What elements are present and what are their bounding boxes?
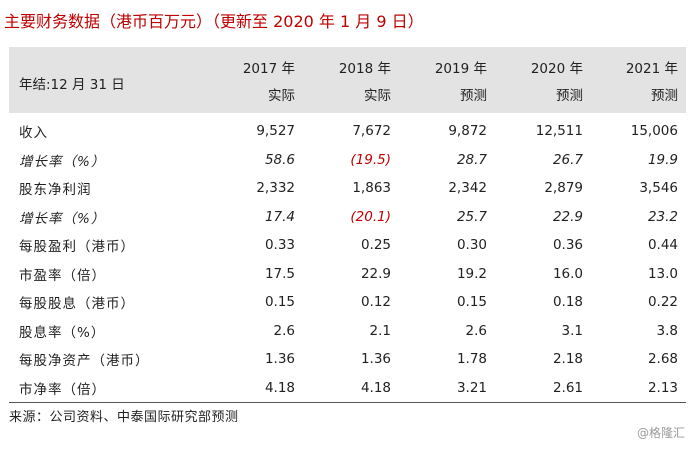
cell-value: 2.13: [591, 373, 686, 403]
header-year: 2019 年: [434, 61, 487, 77]
cell-value: 2,342: [448, 180, 487, 197]
header-year: 2020 年: [530, 61, 583, 77]
cell-value: 0.30: [456, 237, 487, 254]
financial-table: 年结:12 月 31 日 2017 年 2018 年 2019 年 2020 年…: [9, 47, 686, 403]
header-type: 预测: [651, 88, 678, 104]
header-type: 预测: [556, 88, 583, 104]
row-label: 增长率（%）: [19, 210, 106, 227]
table-row-dps: 每股股息（港币） 0.15 0.12 0.15 0.18 0.22: [9, 288, 686, 317]
cell-value: 23.2: [647, 208, 678, 225]
cell-value: 2.1: [369, 322, 391, 339]
cell-value: 2,332: [256, 180, 295, 197]
cell-value: 0.15: [264, 294, 295, 311]
table-row-eps: 每股盈利（港币） 0.33 0.25 0.30 0.36 0.44: [9, 231, 686, 260]
cell-value: 15,006: [630, 123, 678, 140]
cell-value: 2.18: [552, 351, 583, 368]
cell-value: 1,863: [352, 180, 391, 197]
table-row-dividend-yield: 股息率（%） 2.6 2.1 2.6 3.1 3.8: [9, 317, 686, 346]
cell-value: 17.5: [264, 265, 295, 282]
row-label: 市净率（倍）: [9, 373, 216, 403]
table-row-bvps: 每股净资产（港币） 1.36 1.36 1.78 2.18 2.68: [9, 345, 686, 374]
page-title: 主要财务数据（港币百万元）（更新至 2020 年 1 月 9 日）: [4, 12, 424, 31]
cell-value: 25.7: [456, 208, 487, 225]
cell-value: 22.9: [360, 265, 391, 282]
cell-value: 2.6: [465, 322, 487, 339]
cell-value: 22.9: [552, 208, 583, 225]
row-label: 每股净资产（港币）: [19, 353, 150, 370]
cell-value: 17.4: [264, 208, 295, 225]
cell-value: 4.18: [303, 373, 399, 403]
cell-value: 12,511: [535, 123, 583, 140]
cell-value: 2.68: [647, 351, 678, 368]
row-label: 市盈率（倍）: [19, 267, 106, 284]
cell-value: 9,872: [448, 123, 487, 140]
table-header: 年结:12 月 31 日 2017 年 2018 年 2019 年 2020 年…: [9, 47, 686, 113]
cell-value: 9,527: [256, 123, 295, 140]
cell-value: 1.36: [360, 351, 391, 368]
cell-value: 1.36: [264, 351, 295, 368]
cell-value: 28.7: [456, 151, 487, 168]
cell-value: 16.0: [552, 265, 583, 282]
cell-value: 2.61: [495, 373, 591, 403]
table-row-pb: 市净率（倍） 4.18 4.18 3.21 2.61 2.13: [9, 373, 686, 403]
cell-value: 13.0: [647, 265, 678, 282]
header-year-row: 年结:12 月 31 日 2017 年 2018 年 2019 年 2020 年…: [9, 47, 686, 93]
cell-value: 2,879: [544, 180, 583, 197]
header-row-label: 年结:12 月 31 日: [19, 77, 125, 93]
header-type: 实际: [268, 88, 295, 104]
cell-value: 0.33: [264, 237, 295, 254]
source-note: 来源：公司资料、中泰国际研究部预测: [9, 410, 239, 425]
header-year: 2017 年: [242, 61, 295, 77]
cell-value: 7,672: [352, 123, 391, 140]
table-row-net-profit: 股东净利润 2,332 1,863 2,342 2,879 3,546: [9, 174, 686, 203]
cell-value: 19.9: [647, 151, 678, 168]
cell-value: 1.78: [456, 351, 487, 368]
cell-value: 0.25: [360, 237, 391, 254]
table-row-profit-growth: 增长率（%） 17.4 (20.1) 25.7 22.9 23.2: [9, 203, 686, 232]
row-label: 每股股息（港币）: [19, 296, 135, 313]
cell-value: 4.18: [216, 373, 303, 403]
header-type: 预测: [460, 88, 487, 104]
cell-value: 0.18: [552, 294, 583, 311]
table-row-revenue: 收入 9,527 7,672 9,872 12,511 15,006: [9, 113, 686, 146]
row-label: 收入: [19, 125, 48, 142]
cell-value: 0.44: [647, 237, 678, 254]
cell-value: 0.15: [456, 294, 487, 311]
row-label: 股东净利润: [19, 182, 92, 199]
cell-value-negative: (19.5): [350, 151, 391, 168]
cell-value: 3.1: [561, 322, 583, 339]
row-label: 增长率（%）: [19, 153, 106, 170]
row-label: 股息率（%）: [19, 324, 106, 341]
cell-value-negative: (20.1): [350, 208, 391, 225]
table-row-pe: 市盈率（倍） 17.5 22.9 19.2 16.0 13.0: [9, 260, 686, 289]
cell-value: 0.22: [647, 294, 678, 311]
cell-value: 58.6: [264, 151, 295, 168]
cell-value: 3,546: [639, 180, 678, 197]
cell-value: 2.6: [273, 322, 295, 339]
cell-value: 3.21: [399, 373, 495, 403]
table-row-revenue-growth: 增长率（%） 58.6 (19.5) 28.7 26.7 19.9: [9, 146, 686, 175]
header-type: 实际: [364, 88, 391, 104]
cell-value: 0.36: [552, 237, 583, 254]
header-year: 2021 年: [625, 61, 678, 77]
cell-value: 0.12: [360, 294, 391, 311]
watermark: @格隆汇: [636, 426, 685, 440]
header-year: 2018 年: [338, 61, 391, 77]
table-body: 收入 9,527 7,672 9,872 12,511 15,006 增长率（%…: [9, 113, 686, 403]
cell-value: 26.7: [552, 151, 583, 168]
cell-value: 19.2: [456, 265, 487, 282]
row-label: 每股盈利（港币）: [19, 239, 135, 256]
cell-value: 3.8: [656, 322, 678, 339]
